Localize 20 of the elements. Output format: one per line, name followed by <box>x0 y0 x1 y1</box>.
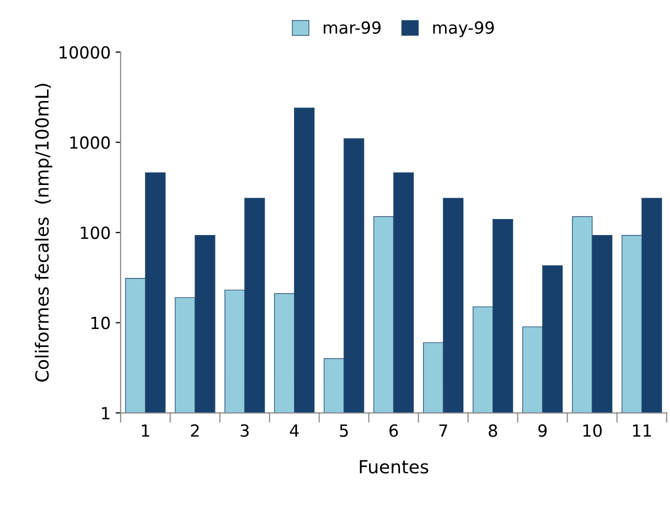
y-axis-title: Coliformes fecales (nmp/100mL) <box>34 84 52 382</box>
legend-label: may-99 <box>433 21 494 38</box>
y-tick-label: 100 <box>80 226 110 240</box>
x-tick-label: 2 <box>190 424 199 437</box>
x-tick-label: 11 <box>633 424 651 437</box>
y-tick-label: 1 <box>102 407 110 420</box>
x-tick-label: 6 <box>389 424 398 437</box>
x-tick-label: 1 <box>142 424 150 437</box>
x-tick-label: 4 <box>290 424 299 437</box>
x-tick-label: 7 <box>439 424 448 437</box>
y-tick-label: 1000 <box>70 136 110 149</box>
x-tick-label: 5 <box>340 424 348 437</box>
x-axis-title: Fuentes <box>360 460 428 474</box>
y-tick-label: 10 <box>92 316 110 330</box>
legend-label: mar-99 <box>324 21 381 34</box>
x-tick-label: 10 <box>583 424 602 437</box>
y-tick-label: 10000 <box>60 46 110 59</box>
x-tick-label: 8 <box>488 424 498 437</box>
x-tick-label: 3 <box>240 424 249 437</box>
x-tick-label: 9 <box>538 424 547 437</box>
